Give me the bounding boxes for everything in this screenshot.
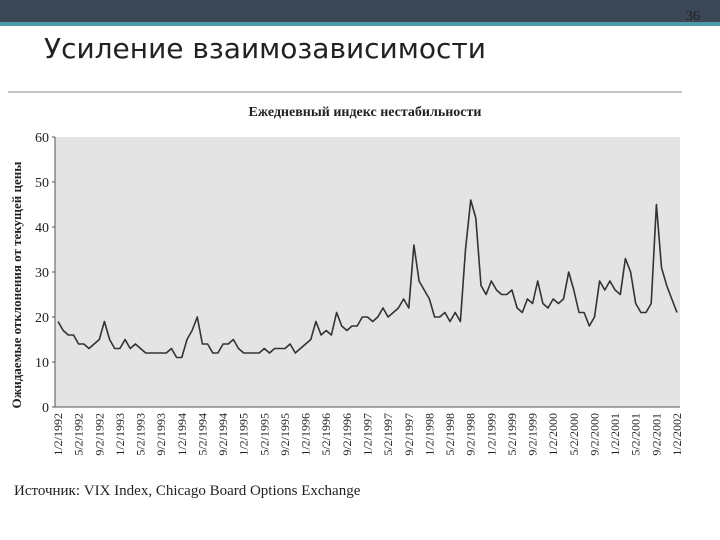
plot-background — [55, 137, 680, 407]
y-tick-label: 20 — [35, 311, 49, 326]
x-tick-label: 1/2/1995 — [237, 413, 251, 456]
x-tick-label: 5/2/1993 — [134, 413, 148, 456]
slide-title: Усиление взаимозависимости — [44, 32, 486, 65]
page-number: 36 — [686, 9, 700, 24]
y-tick-label: 60 — [35, 131, 49, 146]
x-tick-label: 9/2/1996 — [340, 413, 354, 456]
accent-bar — [0, 22, 720, 26]
x-tick-label: 9/2/2001 — [649, 413, 663, 456]
x-tick-label: 1/2/1997 — [361, 413, 375, 456]
x-tick-label: 5/2/1992 — [72, 413, 86, 456]
x-tick-label: 9/2/1993 — [154, 413, 168, 456]
y-axis-label: Ожидаемые отклонения от текущей цены — [9, 162, 24, 409]
chart-title: Ежедневный индекс нестабильности — [249, 105, 482, 120]
x-tick-label: 5/2/2001 — [629, 413, 643, 456]
x-tick-label: 9/2/1998 — [464, 413, 478, 456]
x-tick-label: 5/2/1996 — [319, 413, 333, 456]
x-tick-label: 1/2/1992 — [51, 413, 65, 456]
y-tick-label: 30 — [35, 266, 49, 281]
data-line — [57, 199, 678, 359]
x-tick-label: 5/2/1995 — [257, 413, 271, 456]
x-tick-label: 5/2/2000 — [567, 413, 581, 456]
x-tick-label: 1/2/2001 — [608, 413, 622, 456]
x-tick-label: 9/2/1995 — [278, 413, 292, 456]
x-tick-label: 1/2/2000 — [546, 413, 560, 456]
x-tick-label: 9/2/2000 — [587, 413, 601, 456]
x-tick-label: 9/2/1997 — [402, 413, 416, 456]
y-tick-label: 50 — [35, 176, 49, 191]
y-tick-label: 40 — [35, 221, 49, 236]
x-tick-label: 9/2/1992 — [92, 413, 106, 456]
x-tick-label: 5/2/1997 — [381, 413, 395, 456]
y-tick-label: 10 — [35, 356, 49, 371]
x-tick-label: 1/2/1996 — [299, 413, 313, 456]
x-tick-label: 5/2/1999 — [505, 413, 519, 456]
x-tick-label: 9/2/1999 — [526, 413, 540, 456]
x-tick-label: 5/2/1998 — [443, 413, 457, 456]
source-note: Источник: VIX Index, Chicago Board Optio… — [14, 483, 361, 499]
x-tick-label: 1/2/1999 — [484, 413, 498, 456]
x-tick-label: 1/2/2002 — [670, 413, 684, 456]
y-tick-label: 0 — [42, 401, 49, 416]
x-tick-label: 5/2/1994 — [195, 413, 209, 456]
top-bar — [0, 0, 720, 22]
x-tick-label: 9/2/1994 — [216, 413, 230, 456]
x-tick-label: 1/2/1994 — [175, 413, 189, 456]
x-tick-label: 1/2/1998 — [422, 413, 436, 456]
x-tick-label: 1/2/1993 — [113, 413, 127, 456]
